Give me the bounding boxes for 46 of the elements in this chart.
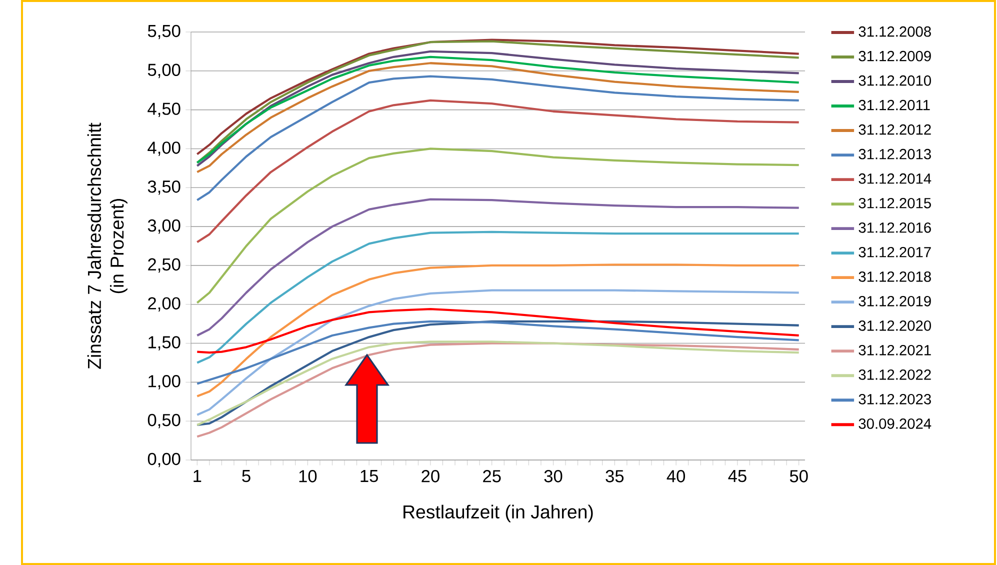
- legend-label: 31.12.2012: [858, 124, 931, 135]
- y-tick-label: 4,50: [148, 102, 180, 117]
- legend-label: 31.12.2023: [858, 394, 931, 404]
- x-tick-label: 45: [728, 470, 746, 482]
- x-tick-label: 25: [483, 470, 501, 482]
- line-series: [196, 99, 800, 244]
- y-tick-label: 3,00: [148, 219, 180, 234]
- y-tick-label: 0,50: [148, 414, 180, 428]
- legend-label: 31.12.2013: [858, 148, 931, 160]
- legend-label: 31.12.2014: [858, 173, 932, 184]
- legend-label: 31.12.2008: [858, 26, 931, 37]
- y-tick-label: 5,50: [148, 24, 180, 40]
- x-tick-label: 30: [544, 470, 562, 482]
- legend-label: 31.12.2019: [858, 296, 931, 306]
- legend-label: 31.12.2010: [858, 75, 931, 86]
- x-tick-label: 5: [242, 470, 250, 482]
- y-tick-label: 0,00: [148, 452, 180, 468]
- legend-label: 31.12.2022: [858, 369, 931, 380]
- x-tick-label: 15: [360, 470, 378, 482]
- y-tick-label: 1,50: [148, 336, 180, 350]
- x-tick-label: 40: [666, 470, 686, 482]
- line-series: [196, 75, 800, 202]
- x-tick-label: 20: [422, 470, 440, 482]
- y-tick-label: 2,00: [148, 297, 180, 312]
- legend-label: 31.12.2020: [858, 320, 931, 331]
- legend-label: 31.12.2011: [858, 100, 930, 110]
- x-tick-label: 50: [790, 470, 808, 482]
- legend-label: 31.12.2018: [858, 271, 931, 282]
- x-tick-label: 1: [194, 470, 202, 482]
- legend-label: 31.12.2009: [858, 50, 931, 62]
- y-tick-label: 5,00: [148, 64, 180, 78]
- x-axis-title: Restlaufzeit (in Jahren): [404, 504, 593, 522]
- x-tick-label: 10: [299, 470, 317, 482]
- legend-label: 31.12.2015: [858, 198, 931, 208]
- y-axis-title: Zinssatz 7 Jahresdurchschnitt (in Prozent): [87, 122, 128, 369]
- legend-label: 30.09.2024: [858, 418, 932, 429]
- legend-label: 31.12.2017: [858, 246, 931, 258]
- line-series: [196, 264, 800, 398]
- y-tick-label: 2,50: [148, 258, 180, 273]
- y-tick-label: 3,50: [148, 180, 180, 195]
- x-tick-label: 35: [606, 470, 624, 482]
- y-tick-label: 1,00: [148, 375, 180, 390]
- legend-label: 31.12.2016: [858, 222, 931, 233]
- y-tick-label: 4,00: [148, 142, 180, 156]
- line-series: [196, 198, 800, 337]
- legend-label: 31.12.2021: [858, 344, 931, 356]
